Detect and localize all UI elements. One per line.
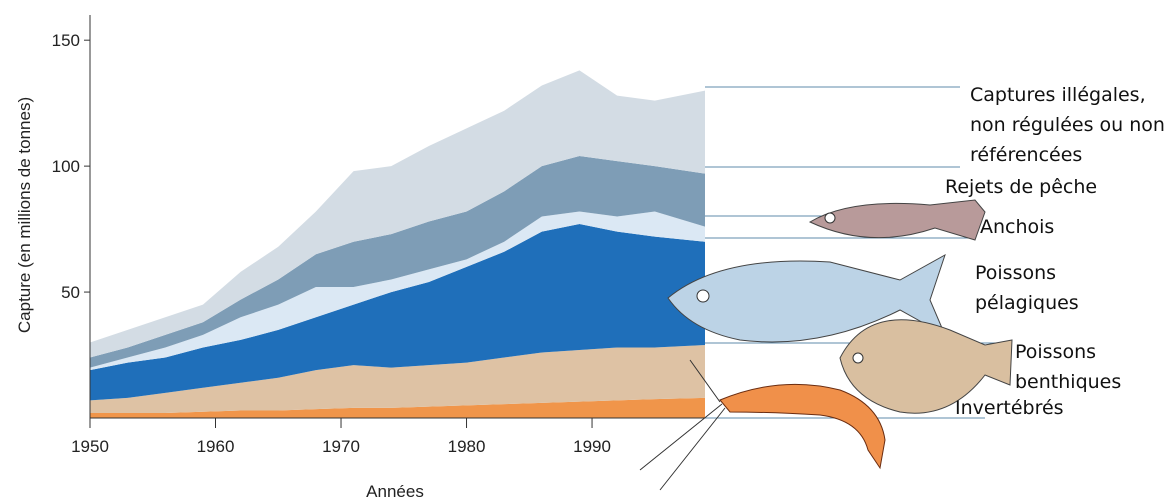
flatfish-illustration [839,319,1013,414]
area [90,156,705,368]
legend-label: Anchois [980,216,1055,238]
x-tick-label: 1990 [573,437,611,456]
area [90,211,705,371]
x-tick-label: 1950 [71,437,109,456]
area [90,344,705,413]
legend-label: Captures illégales, non régulées ou non … [970,84,1165,166]
shrimp-illustration [639,359,886,491]
legend-label: Rejets de pêche [945,176,1098,198]
area [90,224,705,401]
area [90,397,705,418]
legend-label: Poissons benthiques [1015,341,1122,393]
tuna-illustration [667,253,947,343]
x-tick-label: 1980 [448,437,486,456]
y-axis-label: Capture (en millions de tonnes) [15,97,34,333]
x-tick-label: 1970 [322,437,360,456]
y-tick-label: 150 [52,31,80,50]
y-tick-label: 100 [52,157,80,176]
legend-label: Invertébrés [955,397,1064,419]
legend-label: Poissons pélagiques [975,262,1079,314]
x-tick-label: 1960 [197,437,235,456]
x-axis-label: Années [366,482,424,501]
area [90,70,705,358]
y-tick-label: 50 [61,283,80,302]
anchovy-illustration [808,199,986,241]
